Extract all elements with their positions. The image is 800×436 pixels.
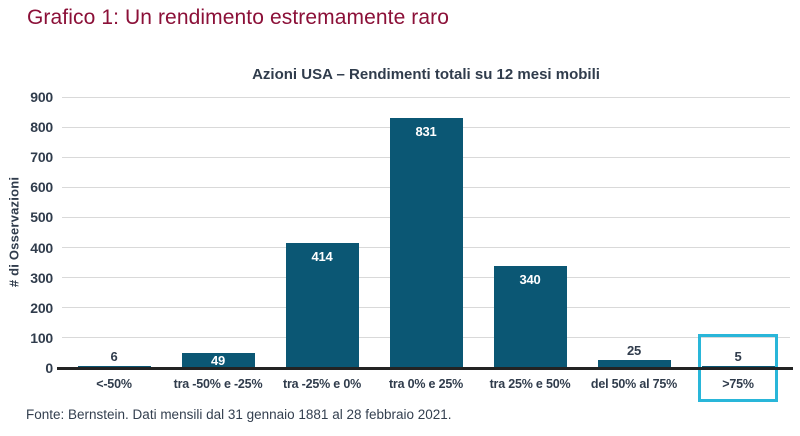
y-tick-label: 0 xyxy=(45,360,53,376)
x-category-label: tra -50% e -25% xyxy=(173,377,263,391)
y-tick-label: 300 xyxy=(30,269,53,286)
page-title: Grafico 1: Un rendimento estremamente ra… xyxy=(27,6,450,29)
bar xyxy=(597,360,671,368)
bar-value-label: 831 xyxy=(415,123,437,139)
chart-title: Azioni USA – Rendimenti totali su 12 mes… xyxy=(252,66,600,83)
bar xyxy=(181,353,255,368)
y-tick-label: 100 xyxy=(30,329,53,346)
y-tick-label: 700 xyxy=(30,149,53,166)
bar-value-label: 5 xyxy=(734,349,742,365)
x-category-label: >75% xyxy=(722,377,754,391)
bar xyxy=(493,265,567,368)
x-category-label: <-50% xyxy=(96,377,132,391)
bar-value-label: 6 xyxy=(110,349,118,365)
bar-value-label: 49 xyxy=(210,353,226,369)
y-tick-label: 500 xyxy=(30,209,53,226)
bar xyxy=(389,117,463,368)
bar-value-label: 414 xyxy=(311,249,333,265)
bar xyxy=(285,243,359,368)
x-category-label: tra -25% e 0% xyxy=(283,377,361,391)
bar-value-label: 25 xyxy=(626,343,642,359)
y-tick-label: 400 xyxy=(30,239,53,256)
y-tick-label: 800 xyxy=(30,119,53,136)
source-note: Fonte: Bernstein. Dati mensili dal 31 ge… xyxy=(26,407,452,422)
y-tick-label: 600 xyxy=(30,179,53,196)
gridline xyxy=(62,96,790,98)
x-category-label: tra 25% e 50% xyxy=(489,377,571,391)
x-category-label: del 50% al 75% xyxy=(590,377,678,391)
x-axis-line xyxy=(57,366,793,370)
x-category-label: tra 0% e 25% xyxy=(388,377,464,391)
bar-value-label: 340 xyxy=(519,271,541,287)
y-tick-label: 200 xyxy=(30,299,53,316)
y-tick-label: 900 xyxy=(30,89,53,105)
